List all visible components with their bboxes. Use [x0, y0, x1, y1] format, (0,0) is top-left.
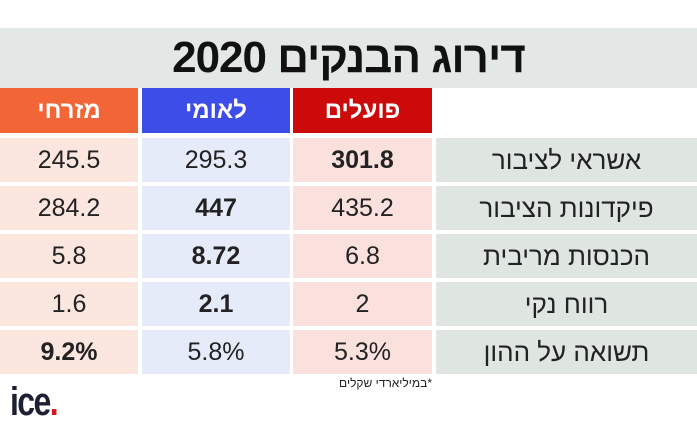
- row-label: תשואה על ההון: [436, 330, 697, 374]
- cell-poalim: 435.2: [293, 186, 432, 230]
- cell-poalim: 2: [293, 282, 432, 326]
- cell-leumi: 295.3: [142, 138, 290, 182]
- cell-mizrahi: 9.2%: [0, 330, 138, 374]
- cell-leumi: 5.8%: [142, 330, 290, 374]
- cell-mizrahi: 5.8: [0, 234, 138, 278]
- row-label: הכנסות מריבית: [436, 234, 697, 278]
- cell-mizrahi: 284.2: [0, 186, 138, 230]
- header-poalim: פועלים: [293, 88, 432, 133]
- page-title: דירוג הבנקים 2020: [0, 28, 697, 88]
- cell-mizrahi: 245.5: [0, 138, 138, 182]
- footnote: *במיליארדי שקלים: [339, 376, 432, 390]
- cell-leumi: 447: [142, 186, 290, 230]
- cell-poalim: 301.8: [293, 138, 432, 182]
- header-mizrahi: מזרחי: [0, 88, 138, 133]
- header-leumi: לאומי: [142, 88, 290, 133]
- cell-mizrahi: 1.6: [0, 282, 138, 326]
- cell-poalim: 5.3%: [293, 330, 432, 374]
- ice-logo: ice.: [10, 380, 59, 424]
- row-label: אשראי לציבור: [436, 138, 697, 182]
- cell-leumi: 8.72: [142, 234, 290, 278]
- row-label: פיקדונות הציבור: [436, 186, 697, 230]
- cell-leumi: 2.1: [142, 282, 290, 326]
- cell-poalim: 6.8: [293, 234, 432, 278]
- row-label: רווח נקי: [436, 282, 697, 326]
